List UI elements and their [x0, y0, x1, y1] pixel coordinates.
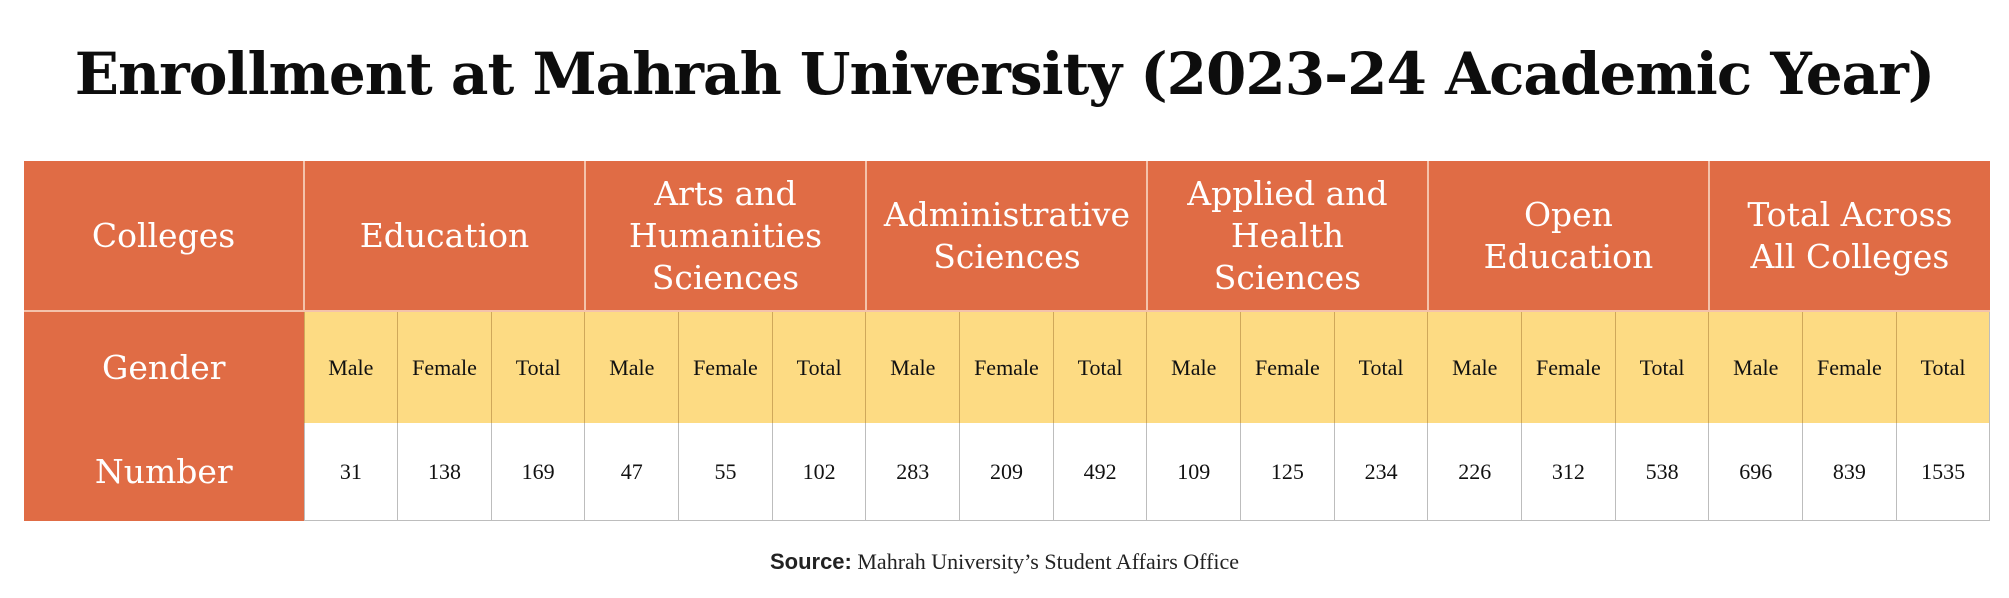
colleges-row: Colleges Education Arts and Humanities S…	[24, 161, 1990, 312]
college-header-total: Total Across All Colleges	[1707, 161, 1990, 312]
row-label-gender: Gender	[24, 311, 304, 423]
gender-row: Gender Male Female Total Male Female Tot…	[24, 311, 1991, 423]
value-arts-male: 47	[584, 423, 679, 521]
college-header-open-education: Open Education	[1426, 161, 1709, 312]
value-applied-male: 109	[1146, 423, 1241, 521]
college-header-arts-humanities-text: Arts and Humanities Sciences	[628, 173, 823, 297]
gender-cell: Total	[771, 311, 866, 423]
value-administrative-total: 492	[1052, 423, 1147, 521]
gender-cell: Male	[1708, 311, 1803, 423]
gender-cell: Male	[1427, 311, 1522, 423]
value-administrative-female: 209	[959, 423, 1054, 521]
gender-cell: Female	[1802, 311, 1897, 423]
gender-cell: Female	[1240, 311, 1335, 423]
value-open-female: 312	[1521, 423, 1616, 521]
source-label: Source:	[769, 549, 852, 574]
gender-cell: Female	[678, 311, 773, 423]
college-header-administrative: Administrative Sciences	[864, 161, 1147, 312]
source-text: Mahrah University’s Student Affairs Offi…	[857, 549, 1240, 574]
source-note: Source: Mahrah University’s Student Affa…	[0, 549, 2009, 575]
gender-cell: Female	[959, 311, 1054, 423]
page-title: Enrollment at Mahrah University (2023-24…	[74, 40, 1935, 108]
gender-cell: Male	[584, 311, 679, 423]
gender-cell: Male	[1146, 311, 1241, 423]
enrollment-table: Colleges Education Arts and Humanities S…	[24, 161, 1991, 521]
number-row: Number 31 138 169 47 55 102 283 209 492 …	[24, 423, 1991, 521]
value-applied-total: 234	[1333, 423, 1428, 521]
gender-cell: Total	[1614, 311, 1709, 423]
value-education-male: 31	[303, 423, 398, 521]
college-header-total-text: Total Across All Colleges	[1747, 194, 1953, 276]
value-arts-female: 55	[678, 423, 773, 521]
value-all-total: 1535	[1895, 423, 1991, 521]
gender-cell: Total	[1052, 311, 1147, 423]
value-open-male: 226	[1427, 423, 1522, 521]
gender-cell: Female	[1521, 311, 1616, 423]
college-header-administrative-text: Administrative Sciences	[883, 194, 1131, 276]
gender-cell: Total	[1895, 311, 1991, 423]
college-header-education: Education	[303, 161, 585, 312]
value-administrative-male: 283	[865, 423, 960, 521]
gender-cell: Total	[490, 311, 585, 423]
gender-cell: Total	[1333, 311, 1428, 423]
gender-cell: Male	[303, 311, 398, 423]
college-header-applied-health-text: Applied and Health Sciences	[1187, 173, 1388, 297]
value-applied-female: 125	[1240, 423, 1335, 521]
college-header-applied-health: Applied and Health Sciences	[1145, 161, 1428, 312]
gender-cell: Female	[397, 311, 492, 423]
value-open-total: 538	[1614, 423, 1709, 521]
row-label-number: Number	[24, 423, 304, 521]
value-education-female: 138	[397, 423, 492, 521]
value-all-female: 839	[1802, 423, 1897, 521]
value-all-male: 696	[1708, 423, 1803, 521]
value-arts-total: 102	[771, 423, 866, 521]
value-education-total: 169	[490, 423, 585, 521]
college-header-arts-humanities: Arts and Humanities Sciences	[583, 161, 866, 312]
college-header-open-education-text: Open Education	[1483, 194, 1654, 276]
gender-cell: Male	[865, 311, 960, 423]
row-label-colleges: Colleges	[24, 161, 304, 312]
